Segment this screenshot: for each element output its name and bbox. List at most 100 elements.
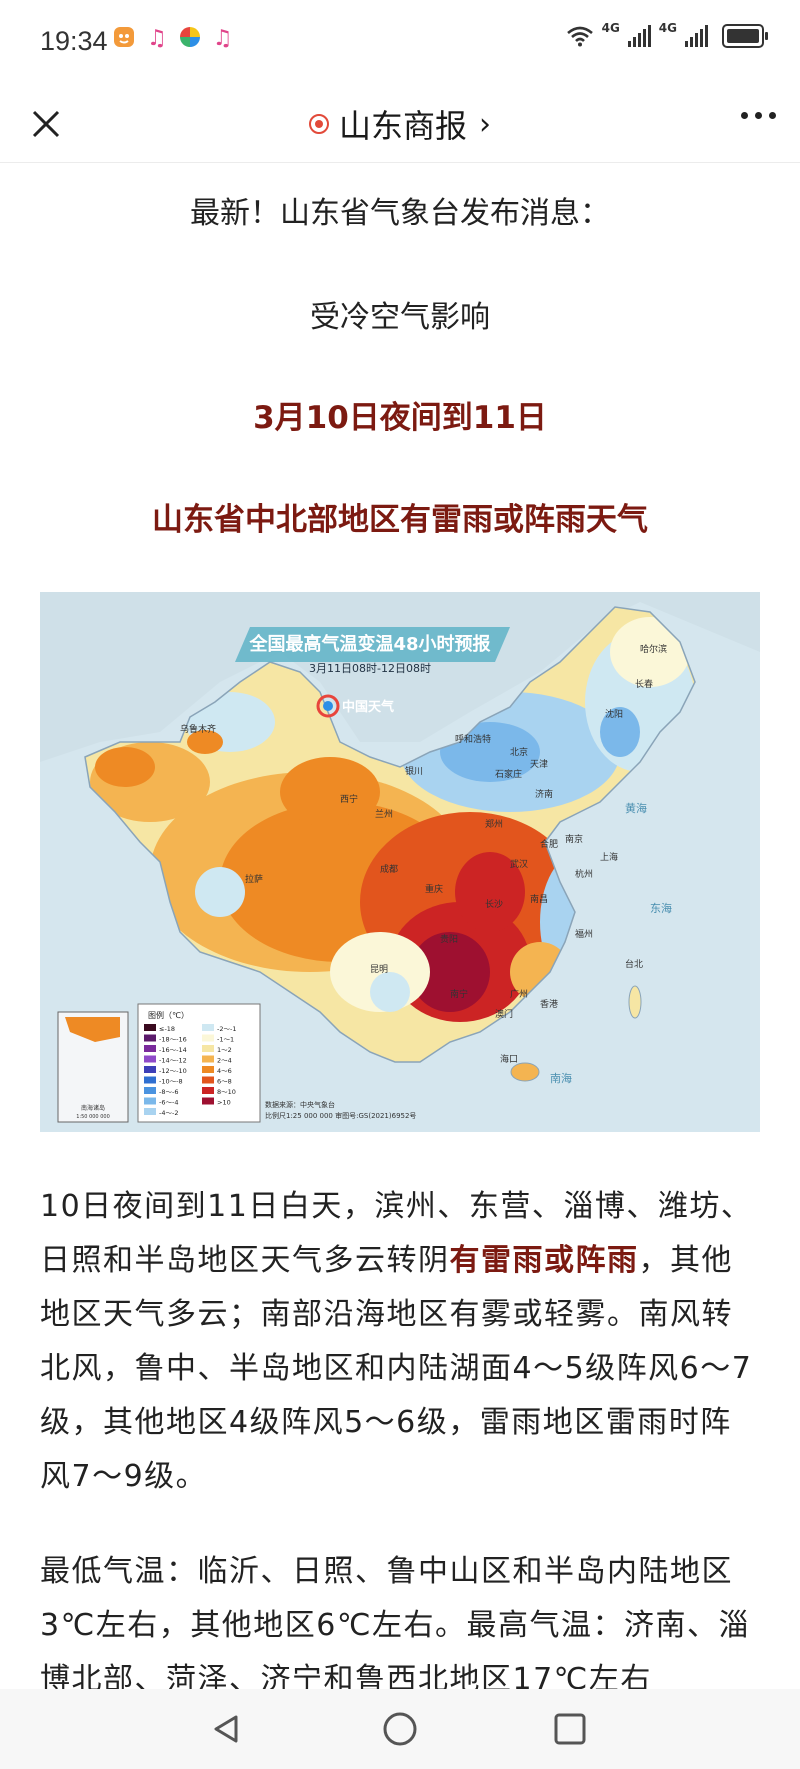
city-label: 广州 [510, 988, 528, 1000]
music-icon: ♫ [147, 26, 167, 51]
city-label: 上海 [600, 851, 618, 863]
back-triangle-icon[interactable] [208, 1711, 244, 1747]
paragraph-highlight: 有雷雨或阵雨 [449, 1243, 639, 1278]
city-label: 乌鲁木齐 [180, 723, 216, 735]
sea-label: 黄海 [625, 801, 647, 815]
legend-swatch [202, 1087, 214, 1094]
chevron-right-icon: › [479, 106, 491, 142]
legend-swatch [144, 1087, 156, 1094]
legend-swatch [144, 1024, 156, 1031]
city-label: 拉萨 [245, 873, 263, 885]
more-options-button[interactable] [741, 112, 776, 119]
legend-label: 8～10 [217, 1088, 236, 1096]
city-label: 南宁 [450, 988, 468, 1000]
map-title: 全国最高气温变温48小时预报 [248, 633, 490, 655]
legend-swatch [202, 1076, 214, 1084]
wifi-icon [566, 26, 593, 47]
city-label: 杭州 [575, 868, 593, 880]
legend-label: 6～8 [217, 1078, 232, 1086]
legend-swatch [202, 1066, 214, 1073]
legend-swatch [144, 1097, 156, 1105]
close-icon [32, 110, 60, 138]
legend-swatch [202, 1055, 214, 1063]
city-label: 重庆 [425, 883, 443, 895]
legend-label: -14～-12 [159, 1057, 187, 1065]
article-line-2: 受冷空气影响 [310, 300, 490, 335]
city-label: 成都 [380, 863, 398, 875]
legend-swatch [144, 1045, 156, 1052]
notification-icons: ♫ ♫ [113, 26, 232, 54]
more-dot [741, 112, 748, 119]
map-legend [137, 1003, 261, 1123]
network-type-label: 4G [658, 21, 677, 35]
legend-label: 2～4 [217, 1057, 232, 1065]
home-circle-icon[interactable] [382, 1711, 418, 1747]
city-label: 南昌 [530, 893, 548, 905]
city-label: 贵阳 [440, 933, 458, 945]
network-type-label: 4G [601, 21, 620, 35]
city-label: 长春 [635, 678, 653, 690]
account-name: 山东商报 [338, 107, 467, 145]
account-title-link[interactable]: 山东商报 › [0, 86, 800, 162]
status-right: 4G 4G [566, 21, 768, 48]
city-label: 南京 [565, 833, 583, 845]
legend-label: -8～-6 [159, 1088, 178, 1096]
city-label: 北京 [510, 746, 528, 758]
legend-label: -16～-14 [159, 1046, 187, 1054]
legend-label: -10～-8 [159, 1078, 183, 1086]
signal-icon [627, 25, 651, 47]
city-label: 海口 [500, 1053, 518, 1065]
city-label: 郑州 [485, 818, 503, 830]
inset-label: 1:50 000 000 [76, 1114, 110, 1120]
city-label: 香港 [540, 998, 558, 1010]
recents-square-icon[interactable] [552, 1711, 588, 1747]
city-label: 合肥 [540, 838, 558, 850]
legend-label: 1～2 [217, 1046, 232, 1054]
status-bar: 19:34 ♫ ♫ 4G 4G [0, 0, 800, 86]
legend-label: -6～-4 [159, 1099, 178, 1107]
city-label: 沈阳 [605, 708, 623, 720]
legend-swatch [202, 1097, 214, 1105]
city-label: 济南 [535, 788, 553, 800]
city-label: 呼和浩特 [455, 733, 491, 745]
legend-swatch [202, 1024, 214, 1031]
city-label: 石家庄 [495, 768, 522, 780]
legend-swatch [144, 1108, 156, 1115]
paragraph-text: 10日夜间到11日白天，滨州、东营、淄博、潍坊、日照和半岛地区天气多云转阴 [40, 1189, 753, 1278]
status-time: 19:34 [40, 26, 108, 56]
sea-label: 东海 [650, 901, 672, 915]
more-dot [769, 112, 776, 119]
city-label: 天津 [530, 759, 548, 770]
city-label: 福州 [575, 928, 593, 940]
city-label: 台北 [625, 958, 643, 970]
city-label: 澳门 [495, 1008, 513, 1020]
legend-label: -18～-16 [159, 1036, 187, 1044]
more-dot [755, 112, 762, 119]
map-brand: 中国天气 [342, 699, 394, 715]
legend-swatch [202, 1045, 214, 1052]
legend-swatch [144, 1055, 156, 1063]
city-label: 哈尔滨 [640, 643, 667, 655]
legend-swatch [144, 1034, 156, 1042]
legend-label: 4～6 [217, 1067, 232, 1075]
paragraph-text: ，其他地区天气多云；南部沿海地区有雾或轻雾。南风转北风，鲁中、半岛地区和内陆湖面… [40, 1243, 753, 1494]
legend-label: ≤-18 [159, 1025, 175, 1033]
music-icon: ♫ [212, 26, 233, 51]
legend-label: >10 [217, 1099, 231, 1107]
close-button[interactable] [22, 100, 70, 148]
account-dot-icon [308, 114, 329, 134]
map-subtitle: 3月11日08时-12日08时 [309, 662, 431, 675]
article-headline: 山东省中北部地区有雷雨或阵雨天气 [152, 502, 648, 538]
pet-app-icon [113, 26, 135, 54]
article-paragraph-2: 最低气温：临沂、日照、鲁中山区和半岛内陆地区3℃左右，其他地区6℃左右。最高气温… [40, 1554, 751, 1697]
article-navbar: 山东商报 › [0, 86, 800, 163]
battery-full-icon [722, 24, 768, 48]
legend-title: 图例（℃） [148, 1010, 189, 1020]
legend-swatch [202, 1034, 214, 1042]
map-source: 数据来源：中央气象台 [265, 1100, 335, 1109]
legend-label: -12～-10 [159, 1067, 187, 1075]
legend-label: -2～-1 [217, 1025, 236, 1033]
legend-swatch [144, 1076, 156, 1084]
city-label: 长沙 [485, 898, 503, 910]
temperature-change-map[interactable]: 全国最高气温变温48小时预报 3月11日08时-12日08时 中国天气 乌鲁木齐… [40, 592, 760, 1132]
